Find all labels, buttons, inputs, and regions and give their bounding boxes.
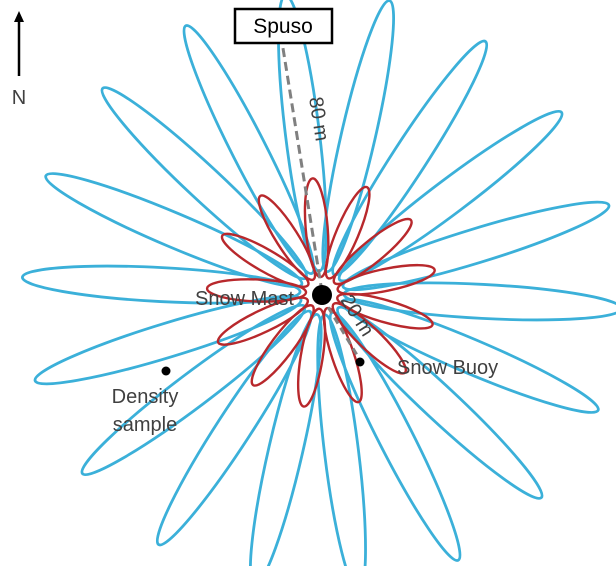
outer-survey-loop-15 xyxy=(44,172,304,289)
outer-survey-loop-4 xyxy=(341,200,611,292)
outer-survey-loop-2 xyxy=(331,39,489,277)
outer-survey-loop-1 xyxy=(321,0,396,274)
density-sample-label-line2: sample xyxy=(113,414,177,436)
outer-survey-loop-11 xyxy=(155,309,313,547)
inner-survey-loop-2 xyxy=(332,217,413,286)
outer-survey-loops xyxy=(21,0,616,566)
north-arrow-head xyxy=(14,11,24,22)
outer-survey-loop-6 xyxy=(340,297,600,414)
north-arrow: N xyxy=(12,11,26,109)
outer-survey-loop-7 xyxy=(336,305,544,500)
inner-survey-loop-3 xyxy=(336,263,436,296)
inner-survey-loop-11 xyxy=(220,232,310,288)
distance-label-80m: 80 m xyxy=(304,95,333,142)
outer-survey-loop-5 xyxy=(342,281,616,322)
inner-survey-loop-9 xyxy=(216,296,310,346)
outer-survey-loop-13 xyxy=(33,294,303,386)
spuso-label: Spuso xyxy=(253,15,313,38)
outer-survey-loop-17 xyxy=(182,24,316,276)
outer-survey-loop-3 xyxy=(337,109,564,283)
inner-survey-loop-8 xyxy=(250,304,315,387)
outer-survey-loop-14 xyxy=(21,264,302,305)
dashed-line-to-buoy xyxy=(320,296,362,361)
snow-mast-label: Snow Mast xyxy=(195,288,294,310)
density-sample-label-line1: Density xyxy=(112,386,179,408)
inner-survey-loop-5 xyxy=(331,301,408,375)
spuso-station-box xyxy=(233,7,334,45)
outer-survey-loop-10 xyxy=(248,312,323,566)
snow-mast-marker xyxy=(312,285,332,305)
snow-buoy-label: Snow Buoy xyxy=(397,357,498,379)
inner-survey-loop-10 xyxy=(205,278,308,303)
inner-survey-loop-12 xyxy=(257,194,317,282)
dashed-line-to-spuso xyxy=(280,41,324,293)
density-sample-marker xyxy=(161,366,171,376)
inner-survey-loop-1 xyxy=(324,185,371,280)
north-label: N xyxy=(12,87,26,109)
snow-buoy-marker xyxy=(355,357,365,367)
inner-survey-loop-4 xyxy=(336,292,434,330)
inner-survey-loop-7 xyxy=(296,307,327,408)
